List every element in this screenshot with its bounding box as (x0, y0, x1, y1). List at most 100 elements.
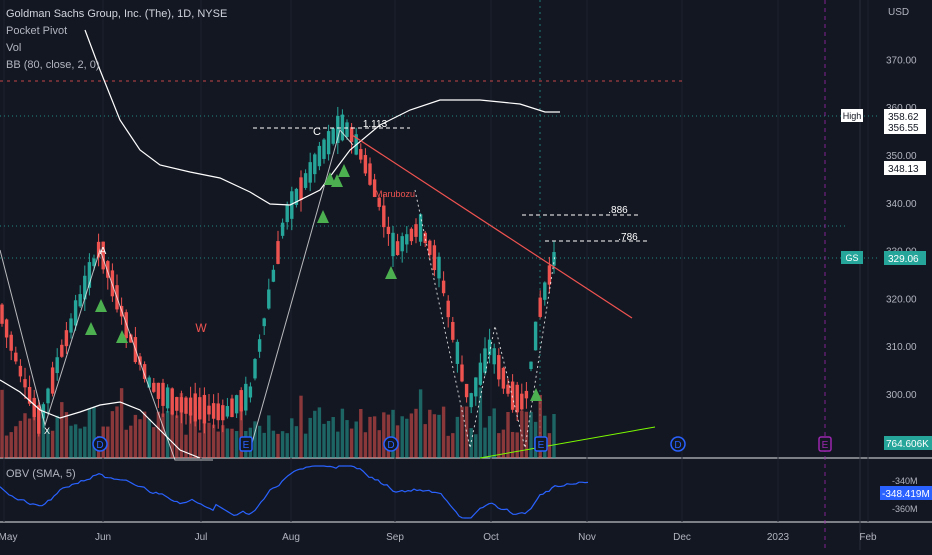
obv-legend[interactable]: OBV (SMA, 5) (6, 468, 76, 480)
volume-bar (27, 418, 32, 458)
pocket-pivot-marker (95, 299, 107, 312)
volume-bar (230, 428, 234, 458)
candle-body (455, 341, 460, 364)
candle-body (322, 139, 326, 159)
annotation-label: .786 (618, 232, 638, 243)
volume-bar (520, 410, 524, 458)
price-tick-label: 340.00 (886, 199, 917, 210)
price-tick-label: 310.00 (886, 342, 917, 353)
volume-bar (179, 393, 184, 458)
volume-bar (239, 406, 243, 458)
candle-body (529, 361, 533, 369)
candle-body (377, 197, 381, 207)
volume-bar (474, 434, 478, 458)
candle-body (9, 334, 13, 351)
volume-bar (372, 416, 377, 458)
candle-body (267, 289, 271, 309)
volume-bar (340, 408, 345, 458)
candle-body (96, 241, 101, 258)
candle-body (106, 261, 110, 278)
volume-bar (317, 407, 322, 458)
price-badge-value: 356.55 (888, 123, 919, 134)
volume-bar (32, 412, 36, 458)
volume-bar (432, 414, 437, 458)
volume-bar (423, 424, 427, 458)
volume-bar (441, 406, 446, 458)
volume-bar (446, 435, 450, 458)
candle-body (451, 321, 455, 340)
candle-body (460, 364, 464, 382)
volume-bar (64, 412, 69, 458)
dividend-circle (92, 436, 108, 452)
volume-bar (198, 432, 202, 458)
volume-bar (418, 389, 423, 458)
volume-bar (428, 409, 432, 458)
symbol-title[interactable]: Goldman Sachs Group, Inc. (The), 1D, NYS… (6, 8, 228, 20)
candle-body (78, 294, 82, 307)
candle-body (533, 321, 538, 351)
annotation-label: Marubozu (375, 189, 415, 199)
volume-bar (119, 388, 124, 458)
candle-body (441, 280, 446, 294)
candle-body (23, 379, 27, 388)
obv-badge-value: -348.419M (882, 489, 930, 500)
volume-bar (386, 414, 391, 458)
price-badge-label: GS (845, 253, 858, 263)
candle-body (244, 383, 248, 411)
volume-bar (115, 406, 119, 458)
time-axis-label: 2023 (767, 532, 790, 543)
harmonic-pattern-dotted (414, 189, 556, 449)
volume-bar (161, 413, 165, 458)
volume-bar (152, 427, 156, 458)
volume-bar (299, 395, 303, 458)
volume-bar (216, 431, 220, 458)
candle-body (386, 226, 391, 235)
volume-bar (437, 414, 441, 458)
earnings-box (818, 436, 832, 452)
legend-bollinger-bands[interactable]: BB (80, close, 2, 0) (6, 59, 100, 71)
volume-bar (506, 412, 510, 458)
pocket-pivot-marker (385, 266, 397, 279)
obv-tick-label: -340M (892, 476, 918, 486)
candle-body (506, 384, 510, 394)
volume-bar (308, 417, 312, 458)
event-marker-D: D (383, 436, 399, 452)
price-badge: GS 329.06 (841, 251, 926, 265)
candle-body (207, 405, 211, 415)
volume-bar (326, 420, 331, 458)
volume-bar (156, 411, 161, 458)
event-marker-D: D (670, 436, 686, 452)
volume-bar (138, 419, 142, 458)
candle-body (64, 330, 69, 347)
candle-body (83, 275, 87, 300)
time-axis-label: Aug (282, 532, 300, 543)
candle-body (409, 228, 414, 242)
harmonic-pattern-leg (249, 128, 354, 451)
volume-bar (202, 421, 207, 458)
volume-bar (469, 428, 473, 458)
time-axis-label: Nov (578, 532, 596, 543)
candle-body (230, 398, 234, 418)
candle-body (423, 232, 427, 244)
pocket-pivot-marker (85, 322, 97, 335)
volume-bar (501, 429, 506, 458)
candle-body (271, 269, 276, 282)
time-axis-label: Feb (859, 532, 877, 543)
volume-bar (69, 425, 73, 458)
volume-bar (290, 418, 294, 458)
volume-bar (285, 433, 289, 458)
volume-bar (170, 413, 174, 458)
candle-body (474, 377, 478, 397)
volume-bar (211, 424, 216, 458)
volume-bar (14, 426, 18, 458)
candle-body (515, 384, 519, 413)
legend-volume[interactable]: Vol (6, 42, 22, 54)
volume-bar (188, 412, 193, 458)
volume-bar (414, 408, 418, 458)
candle-body (432, 245, 437, 271)
legend-pocket-pivot[interactable]: Pocket Pivot (6, 25, 68, 37)
candle-body (437, 256, 441, 279)
candle-body (391, 232, 395, 257)
